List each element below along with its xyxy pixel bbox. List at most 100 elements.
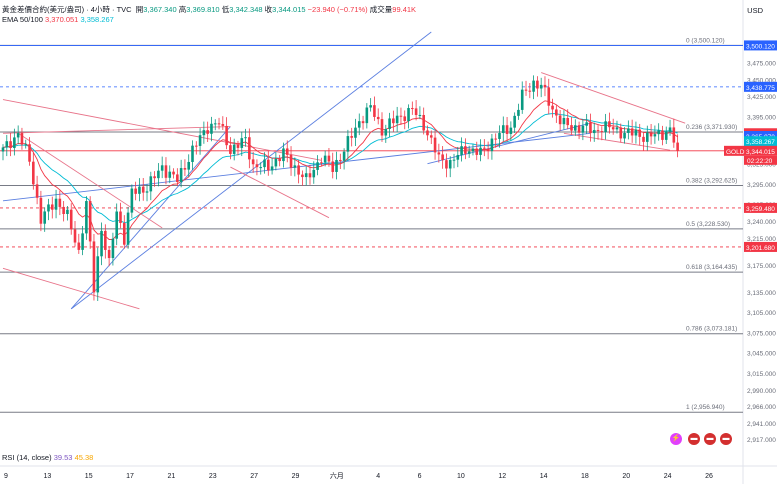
- candle-body: [376, 116, 380, 120]
- candle-body: [248, 137, 251, 160]
- candle-body: [149, 176, 153, 192]
- trend-line-red: [563, 132, 671, 151]
- candle: [471, 144, 475, 156]
- us-flag-event-icon[interactable]: ▬: [720, 433, 732, 445]
- candle-body: [501, 125, 505, 134]
- candle-body: [653, 134, 657, 137]
- candle-body: [232, 144, 236, 154]
- candle-body: [619, 127, 623, 139]
- candle-body: [145, 191, 149, 193]
- candle-body: [191, 145, 194, 162]
- candle: [308, 164, 312, 185]
- candle-body: [350, 136, 353, 138]
- candle: [520, 81, 524, 114]
- candle: [536, 76, 539, 97]
- y-tick-label: 3,215.000: [747, 236, 776, 243]
- trend-line-blue: [2, 132, 591, 202]
- candle-body: [498, 133, 501, 139]
- us-flag-event-icon[interactable]: ▬: [704, 433, 716, 445]
- candle: [501, 116, 505, 142]
- candle-body: [164, 165, 168, 178]
- candle: [47, 198, 50, 221]
- candle: [73, 221, 77, 247]
- candle: [213, 119, 217, 131]
- candle: [350, 127, 353, 147]
- candle: [630, 119, 634, 143]
- candle-body: [532, 80, 535, 92]
- candle-body: [62, 206, 65, 215]
- candle: [524, 80, 528, 96]
- candle: [191, 140, 194, 171]
- candle-body: [138, 186, 141, 194]
- candle: [157, 163, 160, 187]
- rsi-legend[interactable]: RSI (14, close) 39.53 45.38: [2, 453, 93, 462]
- candle-body: [403, 116, 407, 122]
- candle-body: [115, 211, 118, 239]
- y-tick-label: 3,045.000: [747, 351, 776, 358]
- candle: [346, 129, 350, 161]
- lightning-event-icon[interactable]: ⚡: [670, 433, 682, 445]
- fib-level-label: 1 (2,956.940): [686, 404, 725, 411]
- symbol-label: 黃金差價合約(美元/盎司) · 4小時 · TVC: [2, 5, 132, 14]
- candle: [547, 78, 551, 115]
- candle-body: [278, 158, 281, 162]
- candle-body: [240, 138, 244, 148]
- candle: [437, 143, 441, 163]
- candle: [664, 126, 668, 144]
- candle-body: [293, 165, 297, 168]
- candle: [407, 104, 410, 129]
- ema-legend[interactable]: EMA 50/100 3,370.051 3,358.267: [2, 15, 114, 24]
- candle: [555, 105, 558, 123]
- y-tick-label: 3,240.000: [747, 219, 776, 226]
- candle: [62, 201, 65, 222]
- candle-body: [649, 132, 653, 137]
- x-tick-label: 18: [581, 473, 589, 480]
- candle: [479, 139, 482, 162]
- candle: [653, 125, 657, 144]
- candle-body: [479, 147, 482, 155]
- candle: [141, 178, 145, 201]
- candle-body: [58, 198, 62, 207]
- candle: [285, 140, 289, 163]
- candle-body: [536, 80, 539, 89]
- candle-body: [274, 158, 278, 167]
- fib-level-label: 0.236 (3,371.930): [686, 124, 737, 131]
- candle: [543, 76, 547, 97]
- candle: [111, 232, 115, 266]
- x-tick-label: 9: [4, 473, 8, 480]
- x-tick-label: 10: [457, 473, 465, 480]
- candle-body: [289, 154, 293, 168]
- candle: [445, 153, 448, 178]
- candle-body: [312, 169, 316, 178]
- candle-body: [494, 138, 497, 140]
- x-tick-label: 6: [418, 473, 422, 480]
- candle-body: [426, 130, 429, 136]
- symbol-tag: [724, 145, 744, 156]
- candle-body: [433, 137, 437, 153]
- x-tick-label: 26: [705, 473, 713, 480]
- ema100-value: 3,358.267: [80, 15, 114, 24]
- candle-body: [176, 174, 179, 183]
- candle-body: [77, 242, 81, 250]
- candle-body: [24, 144, 28, 146]
- candle: [255, 159, 259, 176]
- candle: [5, 134, 9, 157]
- price-tag-label: 3,500.120: [746, 43, 775, 50]
- candle-body: [251, 159, 255, 165]
- candle: [585, 113, 588, 134]
- trend-line-red: [230, 166, 330, 219]
- ema50-line: [2, 100, 678, 240]
- candle: [9, 132, 12, 157]
- candle-body: [32, 161, 35, 185]
- candle: [244, 128, 247, 147]
- candle: [304, 166, 308, 186]
- candle: [357, 113, 361, 136]
- us-flag-event-icon[interactable]: ▬: [688, 433, 700, 445]
- candle: [528, 82, 532, 99]
- candle: [577, 121, 581, 140]
- candle: [50, 196, 54, 219]
- candle-body: [592, 130, 596, 134]
- candle: [58, 190, 62, 216]
- candle: [107, 246, 111, 267]
